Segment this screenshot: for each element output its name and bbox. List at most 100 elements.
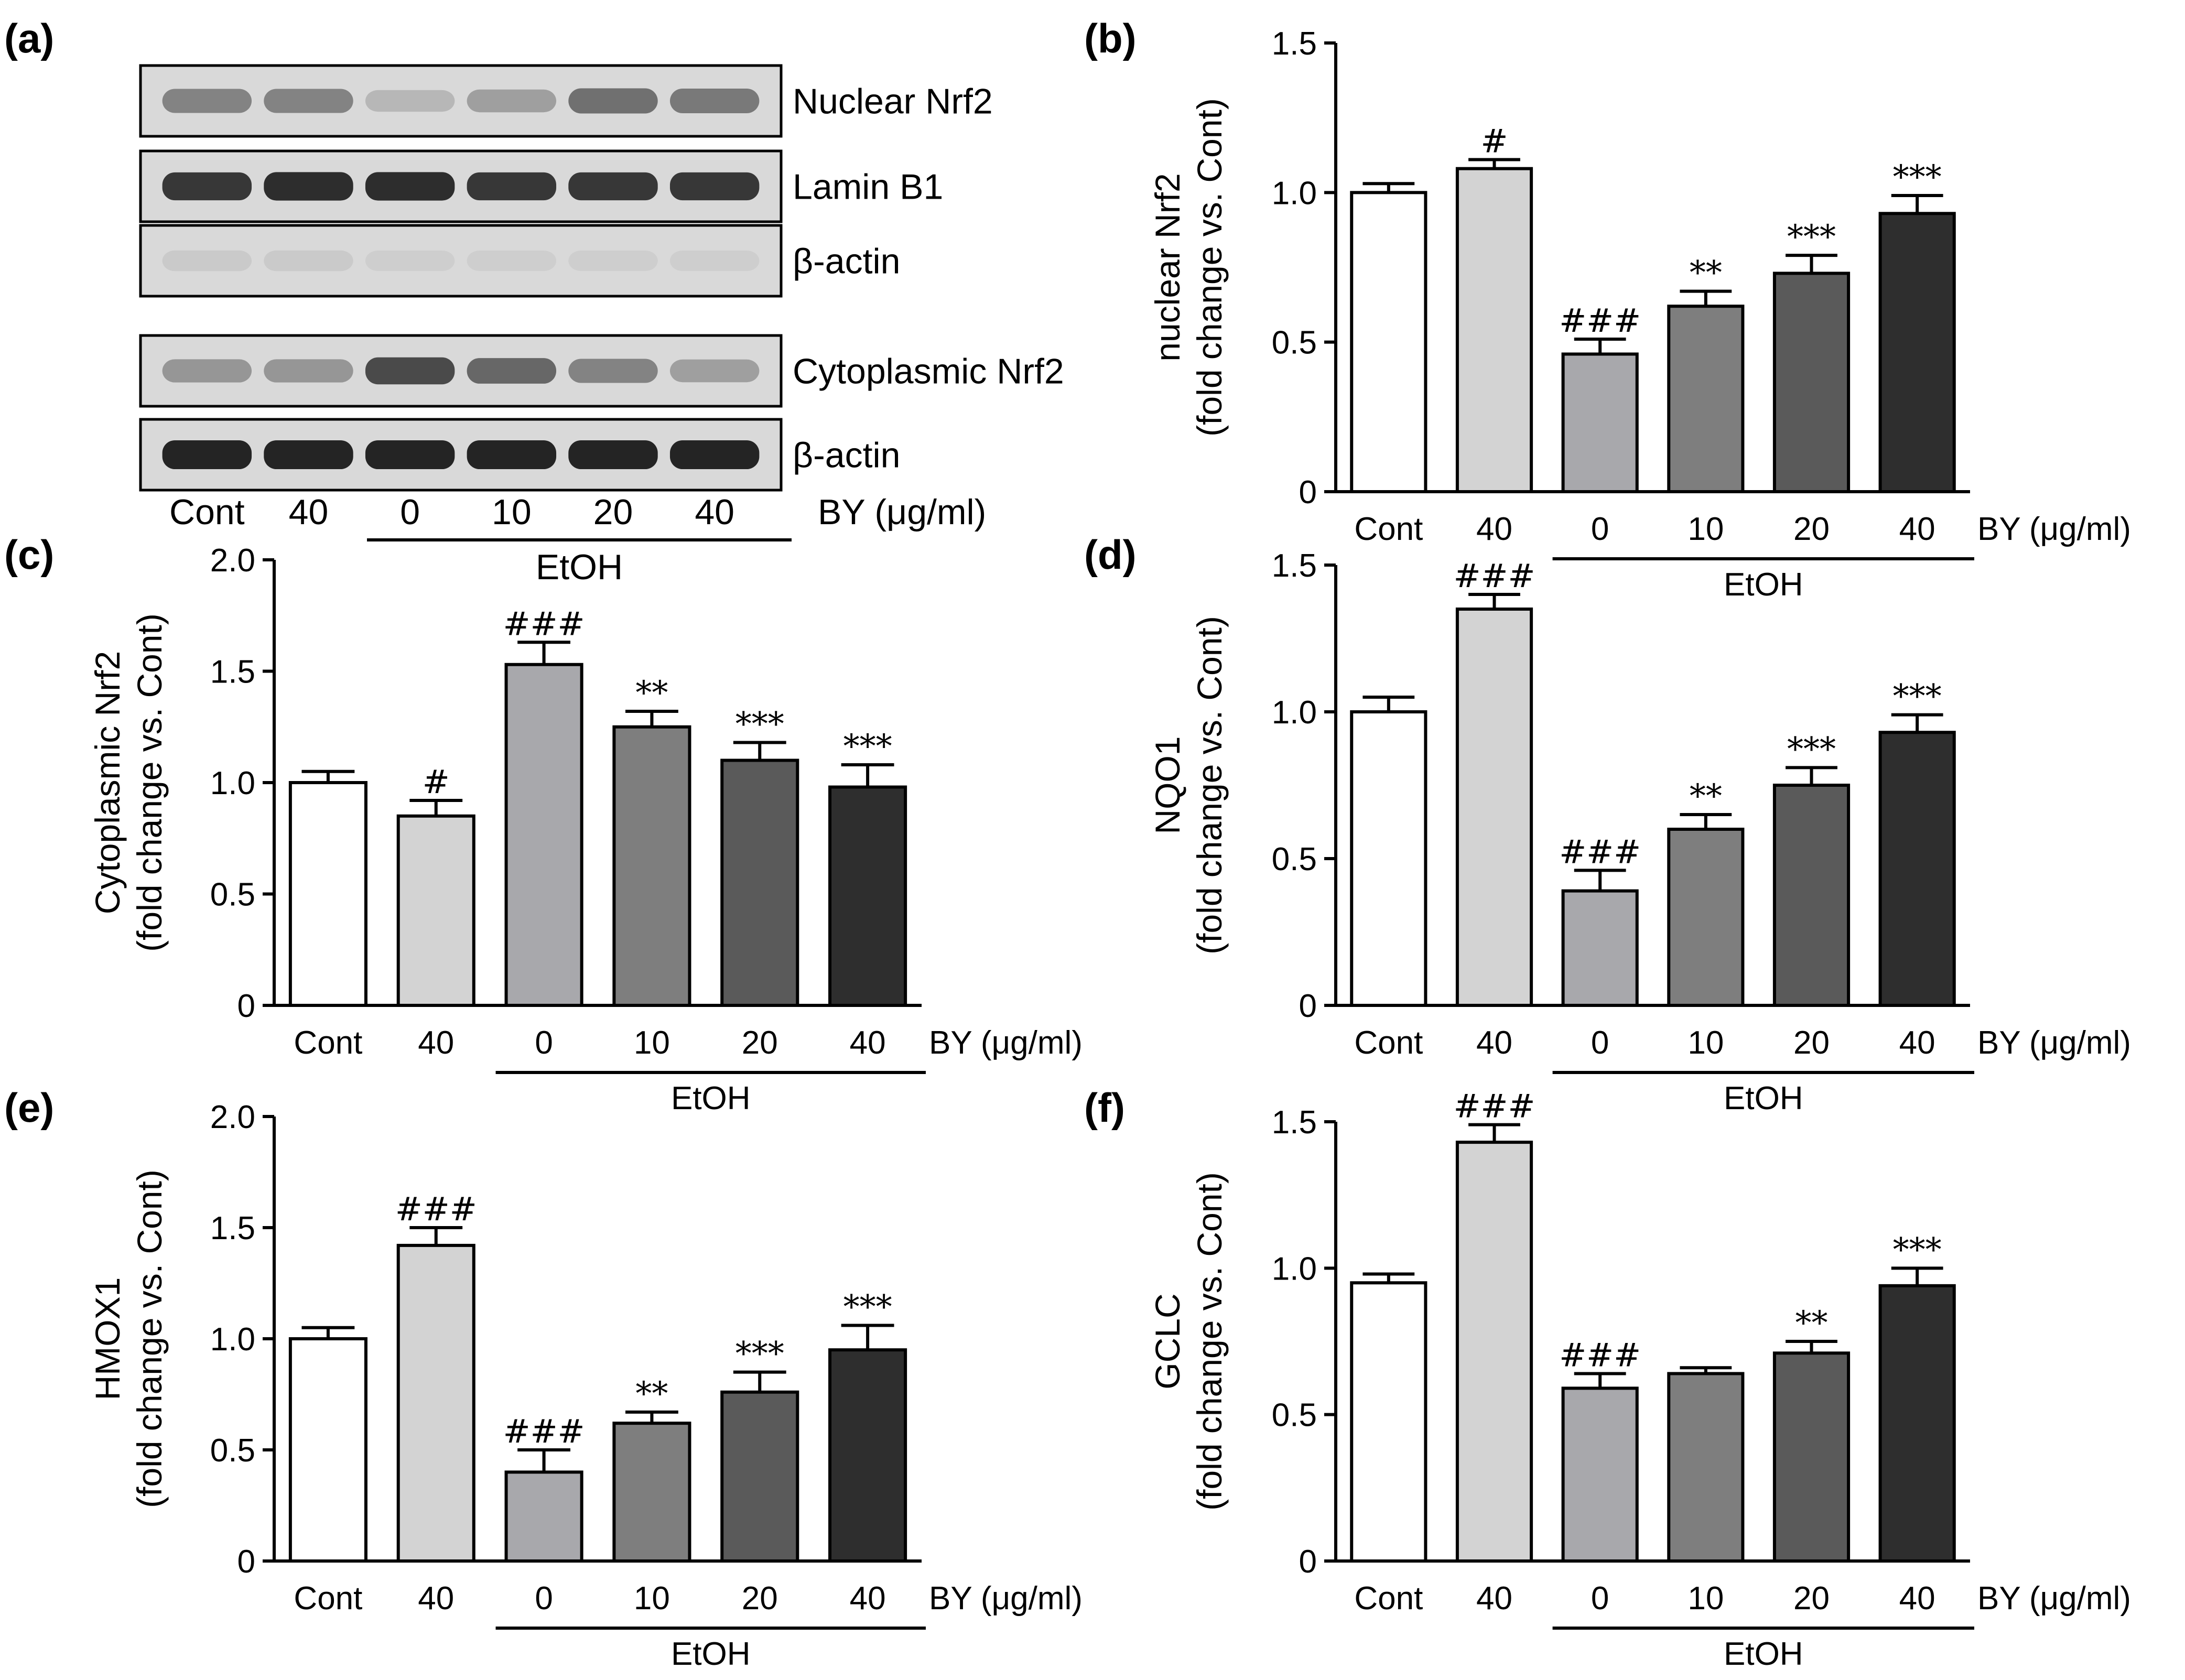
panel-e-chart: (e) 0 0.5 1.0 1.5 2.0 HMOX1 (fold change vs. C… [4, 1085, 1083, 1672]
x-tick-label: Cont [1354, 1580, 1423, 1617]
y-tick-label: 1.0 [1272, 175, 1317, 211]
blot-box [139, 334, 783, 408]
panel-label-b: (b) [1084, 15, 1137, 61]
significance-label: *** [1893, 158, 1942, 196]
x-unit-label: BY (μg/ml) [929, 1580, 1083, 1617]
bar [1878, 1284, 1956, 1563]
blot-box [139, 224, 783, 298]
blot-band [669, 440, 760, 470]
significance-label: ### [503, 1412, 585, 1450]
bar [612, 1422, 691, 1563]
significance-label: *** [843, 1288, 892, 1326]
blot-band [264, 359, 353, 383]
blot-row-label: Lamin B1 [793, 167, 943, 207]
y-tick-label: 0.5 [210, 1433, 255, 1469]
blot-unit-label: BY (μg/ml) [818, 492, 986, 532]
x-tick-label: 20 [1793, 511, 1830, 547]
blot-row: Lamin B1 [139, 149, 943, 223]
blot-band [264, 250, 353, 272]
x-tick-label: 40 [850, 1025, 886, 1061]
blot-row-label: β-actin [793, 436, 900, 475]
x-tick-label: 0 [535, 1580, 553, 1617]
bar [1772, 784, 1851, 1007]
blot-band [568, 172, 658, 201]
significance-label: ** [1690, 254, 1722, 292]
significance-label: *** [843, 727, 892, 765]
bar [288, 1337, 367, 1563]
significance-label: ### [395, 1190, 477, 1228]
blot-band [568, 440, 658, 470]
y-tick-label: 1.5 [210, 654, 255, 690]
x-tick-label: 40 [1476, 1580, 1512, 1617]
x-tick-label: 20 [742, 1580, 778, 1617]
y-tick-label: 0.5 [1272, 325, 1317, 361]
blot-band [365, 440, 455, 470]
x-tick-label: Cont [1354, 511, 1423, 547]
y-tick-label: 0 [237, 1544, 255, 1580]
bar [396, 814, 475, 1007]
etoh-group-label: EtOH [671, 1080, 751, 1117]
bar [288, 781, 367, 1007]
blot-group-label: EtOH [536, 547, 623, 587]
y-axis-label: GCLC [1148, 1293, 1187, 1389]
y-tick-label: 0.5 [1272, 841, 1317, 877]
y-axis-label-units: (fold change vs. Cont) [1190, 616, 1229, 955]
x-tick-label: 40 [1899, 511, 1935, 547]
y-tick-label: 0 [1299, 474, 1317, 511]
y-tick-label: 0 [237, 988, 255, 1024]
y-axis-label-units: (fold change vs. Cont) [1190, 1172, 1229, 1511]
x-unit-label: BY (μg/ml) [1977, 511, 2131, 547]
bar [1561, 352, 1639, 493]
x-tick-label: 40 [418, 1580, 454, 1617]
y-axis-label: Cytoplasmic Nrf2 [88, 651, 127, 914]
y-tick-label: 0.5 [1272, 1397, 1317, 1434]
bar [504, 1470, 583, 1563]
blot-band [162, 359, 252, 383]
significance-label: # [1481, 122, 1508, 160]
blot-band [467, 89, 557, 113]
blot-rows: Nuclear Nrf2 Lamin B1 β-actin Cytoplasmic N… [139, 64, 1064, 492]
y-axis-label: NQO1 [1148, 736, 1187, 834]
panel-f-chart: (f) 0 0.5 1.0 1.5 GCLC (fold change vs. Cont)… [1084, 1085, 2131, 1672]
x-tick-label: 10 [1688, 1580, 1724, 1617]
x-tick-label: 40 [1899, 1025, 1935, 1061]
blot-row: β-actin [139, 224, 900, 298]
y-axis-label-units: (fold change vs. Cont) [1190, 98, 1229, 437]
y-tick-label: 1.5 [210, 1210, 255, 1247]
significance-label: *** [1893, 1230, 1942, 1269]
x-tick-label: 0 [1591, 1025, 1609, 1061]
y-tick-label: 1.0 [210, 1321, 255, 1358]
x-unit-label: BY (μg/ml) [1977, 1025, 2131, 1061]
bar [1350, 191, 1427, 494]
x-tick-label: 40 [1899, 1580, 1935, 1617]
blot-band [467, 172, 557, 201]
blot-band [669, 89, 760, 113]
bar [1455, 167, 1533, 493]
blot-row: Nuclear Nrf2 [139, 64, 993, 138]
significance-label: *** [735, 705, 784, 743]
y-tick-label: 1.5 [1272, 1104, 1317, 1141]
x-tick-label: 40 [1476, 511, 1512, 547]
x-tick-label: 20 [1793, 1025, 1830, 1061]
bar [612, 725, 691, 1007]
significance-label: ### [1559, 832, 1641, 871]
y-axis-label: HMOX1 [88, 1277, 127, 1401]
x-tick-label: 10 [1688, 1025, 1724, 1061]
blot-band [669, 172, 760, 201]
blot-row-label: Cytoplasmic Nrf2 [793, 352, 1064, 392]
blot-lane-label: 40 [289, 492, 329, 532]
blot-band [669, 250, 760, 272]
bar [1667, 305, 1745, 493]
x-tick-label: 0 [1591, 511, 1609, 547]
y-tick-label: 1.0 [1272, 1251, 1317, 1287]
x-tick-label: Cont [1354, 1025, 1423, 1061]
blot-band [264, 440, 353, 470]
blot-band [365, 357, 455, 385]
significance-label: ** [635, 1374, 668, 1413]
blot-lane-label: 0 [400, 492, 420, 532]
blot-band [365, 90, 455, 112]
blot-lane-label: Cont [169, 492, 245, 532]
y-tick-label: 1.5 [1272, 548, 1317, 584]
x-tick-label: 0 [535, 1025, 553, 1061]
panel-a-western-blot: (a) Nuclear Nrf2 Lamin B1 β-actin Cytoplasm… [4, 15, 1064, 587]
